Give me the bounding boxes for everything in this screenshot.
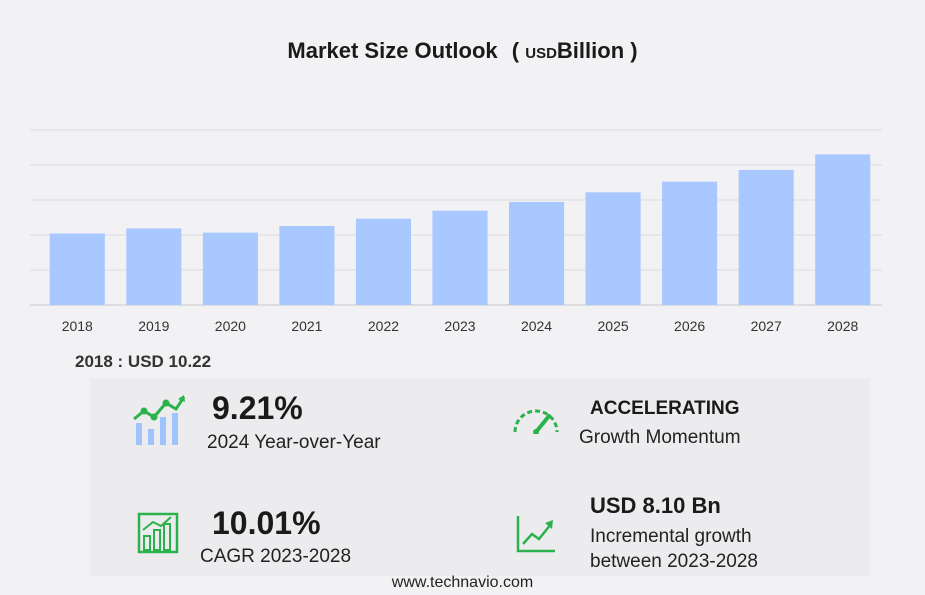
trend-up-icon bbox=[516, 516, 555, 553]
unit-word: Billion bbox=[556, 38, 625, 63]
x-tick-labels: 2018 2019 2020 2021 2022 2023 2024 2025 2026 2027… bbox=[62, 318, 859, 334]
x-tick-label: 2019 bbox=[138, 318, 169, 334]
x-tick-label: 2025 bbox=[598, 318, 629, 334]
x-tick-label: 2018 bbox=[62, 318, 93, 334]
bar-growth-icon bbox=[137, 512, 179, 554]
x-tick-label: 2023 bbox=[444, 318, 475, 334]
speedometer-icon bbox=[513, 409, 559, 434]
chart-title: Market Size Outlook ( USDBillion ) bbox=[0, 38, 925, 64]
x-tick-label: 2026 bbox=[674, 318, 705, 334]
incremental-value: USD 8.10 Bn bbox=[590, 493, 721, 518]
bar-2024[interactable] bbox=[508, 201, 565, 305]
bar-2022[interactable] bbox=[355, 218, 412, 305]
growth-chart-icon bbox=[133, 395, 186, 445]
bar-2020[interactable] bbox=[202, 232, 258, 305]
cagr-value: 10.01% bbox=[212, 505, 321, 541]
bar-2021[interactable] bbox=[279, 226, 335, 305]
x-tick-label: 2024 bbox=[521, 318, 552, 334]
stats-panel bbox=[90, 378, 870, 576]
momentum-label: Growth Momentum bbox=[579, 427, 741, 448]
bars bbox=[49, 154, 871, 305]
x-tick-label: 2028 bbox=[827, 318, 858, 334]
bar-chart: 2018 2019 2020 2021 2022 2023 2024 2025 2026 2027… bbox=[30, 129, 882, 334]
bar-2019[interactable] bbox=[126, 228, 182, 305]
unit-small: USD bbox=[525, 45, 557, 62]
bar-2027[interactable] bbox=[738, 169, 794, 305]
incremental-label-2: between 2023-2028 bbox=[590, 551, 758, 572]
bar-2025[interactable] bbox=[585, 192, 641, 305]
bar-2026[interactable] bbox=[662, 181, 718, 305]
bar-2023[interactable] bbox=[432, 210, 488, 305]
chart-title-text: Market Size Outlook bbox=[287, 38, 498, 63]
bar-2018[interactable] bbox=[49, 233, 105, 305]
x-tick-label: 2020 bbox=[215, 318, 246, 334]
yoy-label: 2024 Year-over-Year bbox=[207, 432, 381, 453]
cagr-label: CAGR 2023-2028 bbox=[200, 546, 352, 567]
x-tick-label: 2027 bbox=[751, 318, 782, 334]
yoy-value: 9.21% bbox=[212, 390, 303, 426]
chart-unit: ( USDBillion ) bbox=[511, 38, 638, 63]
footer-url: www.technavio.com bbox=[391, 574, 534, 591]
x-tick-label: 2021 bbox=[291, 318, 322, 334]
bar-2028[interactable] bbox=[815, 154, 871, 305]
incremental-label-1: Incremental growth bbox=[590, 526, 752, 547]
baseline-value: 2018 : USD 10.22 bbox=[75, 352, 212, 371]
momentum-value: ACCELERATING bbox=[590, 398, 740, 419]
x-tick-label: 2022 bbox=[368, 318, 399, 334]
